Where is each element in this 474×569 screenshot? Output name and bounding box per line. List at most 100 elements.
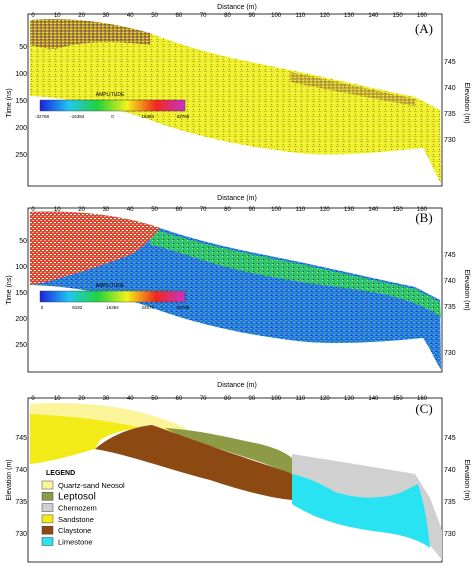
panel-b-right-axis-label: Elevation (m) [463,269,470,310]
legend-swatch [41,480,54,490]
x-tick-label: 40 [127,13,134,19]
x-tick-label: 130 [344,207,355,213]
x-tick-label: 160 [417,207,428,213]
panel-a-left-axis-label: Time (ns) [6,88,13,117]
panel-b-x-ticks: 0 10 20 30 40 50 60 70 80 90 100 110 120 130 140 150 160 [31,207,427,213]
x-tick-label: 160 [417,13,428,19]
colorbar-tick-label: -32768 [35,114,50,119]
x-tick-label: 90 [248,396,255,402]
x-tick-label: 60 [176,396,183,402]
left-tick-label: 150 [15,290,27,297]
right-tick-label: 735 [444,304,456,311]
layer-quartz-sand-neosol [30,402,190,432]
panel-b-x-axis-label: Distance (m) [217,195,257,202]
right-tick-label: 730 [444,531,456,538]
legend-swatch [41,537,54,546]
panel-a-mid-reflectors [290,72,415,106]
x-tick-label: 160 [417,396,428,402]
panel-a-colorbar-title: AMPLITUDE [96,92,125,98]
panel-b-frame [27,207,443,373]
legend-swatch [41,525,54,535]
x-tick-label: 120 [320,13,331,19]
layer-claystone [95,425,292,500]
left-tick-label: 200 [15,316,27,323]
x-tick-label: 30 [103,207,110,213]
x-tick-label: 140 [368,207,379,213]
left-tick-label: 730 [15,531,27,538]
x-tick-label: 40 [127,396,134,402]
x-tick-label: 150 [393,207,404,213]
panel-a-radargram [30,19,441,183]
colorbar-tick-label: 0 [111,114,114,119]
legend-title: LEGEND [46,470,75,477]
x-tick-label: 120 [320,207,331,213]
colorbar-tick-label: -16384 [70,114,85,119]
colorbar-tick-label: 0 [41,305,44,310]
panel-b-colorbar [39,290,186,303]
x-tick-label: 100 [271,207,282,213]
panel-c-frame [27,397,443,563]
legend-item-label: Sandstone [58,515,94,524]
right-tick-label: 730 [444,350,456,357]
left-tick-label: 250 [15,152,27,159]
x-tick-label: 110 [296,13,306,19]
x-tick-label: 150 [393,13,404,19]
x-tick-label: 60 [176,13,183,19]
left-tick-label: 735 [15,499,27,506]
x-tick-label: 90 [248,207,255,213]
right-tick-label: 740 [444,467,456,474]
x-tick-label: 110 [296,207,306,213]
panel-a-frame [27,13,443,187]
layer-sandstone [30,414,175,464]
right-tick-label: 735 [444,499,456,506]
x-tick-label: 0 [31,396,35,402]
colorbar-tick-label: 8192 [72,305,83,310]
x-tick-label: 50 [151,207,158,213]
left-tick-label: 100 [15,71,27,78]
legend-item-label: Claystone [58,526,91,535]
panel-a-colorbar-ticks: -32768 -16384 0 16384 32768 [35,114,190,119]
panel-a-left-ticks: 50 100 150 200 250 [15,44,27,159]
colorbar-tick-label: 32768 [177,305,190,310]
right-tick-label: 735 [444,111,456,118]
panel-b-left-axis-label: Time (ns) [6,275,13,304]
legend-item-label: Quartz-sand Neosol [58,481,125,490]
left-tick-label: 740 [15,467,27,474]
x-tick-label: 90 [248,13,255,19]
layer-leptosol [165,428,292,474]
x-tick-label: 30 [103,396,110,402]
panel-b-colorbar-title: AMPLITUDE [96,283,125,289]
right-tick-label: 740 [444,85,456,92]
panel-a-shallow-reflectors [30,19,150,49]
left-tick-label: 745 [15,435,27,442]
x-tick-label: 130 [344,396,355,402]
x-tick-label: 50 [151,396,158,402]
x-tick-label: 10 [54,207,61,213]
colorbar-tick-label: 16384 [106,305,119,310]
x-tick-label: 20 [78,13,85,19]
panel-a-x-ticks: 0 10 20 30 40 50 60 70 80 90 100 110 120 130 140 150 160 [31,13,427,19]
panel-c: Distance (m) 0 10 20 30 40 50 60 70 80 90 100 110 12… [6,382,470,563]
left-tick-label: 200 [15,125,27,132]
x-tick-label: 110 [296,396,306,402]
left-tick-label: 150 [15,98,27,105]
panel-c-left-axis-label: Elevation (m) [6,459,13,500]
panel-a-right-axis-label: Elevation (m) [463,82,470,123]
panel-b-label: (B) [415,210,432,225]
panel-b-right-ticks: 745 740 735 730 [444,252,456,357]
x-tick-label: 80 [224,396,231,402]
panel-c-x-axis-label: Distance (m) [217,382,257,389]
x-tick-label: 60 [176,207,183,213]
right-tick-label: 730 [444,137,456,144]
left-tick-label: 50 [19,44,27,51]
panel-c-x-ticks: 0 10 20 30 40 50 60 70 80 90 100 110 120 130 140 150 160 [31,396,427,402]
left-tick-label: 100 [15,264,27,271]
x-tick-label: 10 [54,13,61,19]
x-tick-label: 80 [224,13,231,19]
legend-item-label: Chernozem [58,504,97,513]
panel-a-x-axis-label: Distance (m) [217,4,257,11]
x-tick-label: 120 [320,396,331,402]
